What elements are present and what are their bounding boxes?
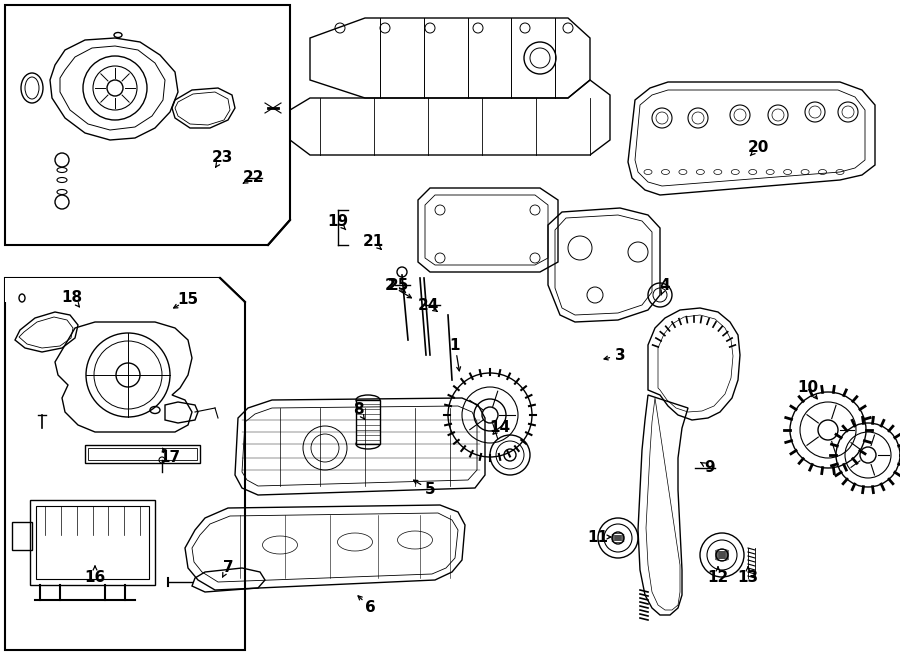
Text: 20: 20 (747, 141, 769, 155)
Text: 14: 14 (490, 420, 510, 436)
Text: 13: 13 (737, 570, 759, 586)
Text: 9: 9 (705, 461, 716, 475)
Text: 19: 19 (328, 215, 348, 229)
Text: 10: 10 (797, 381, 819, 395)
Text: 22: 22 (242, 171, 264, 186)
Text: 3: 3 (615, 348, 626, 362)
Text: 16: 16 (85, 570, 105, 586)
Text: 12: 12 (707, 570, 729, 586)
Text: 2: 2 (384, 278, 395, 293)
Text: 18: 18 (61, 290, 83, 305)
Text: 11: 11 (588, 529, 608, 545)
Polygon shape (5, 5, 290, 245)
Bar (356, 400, 380, 444)
Text: 1: 1 (450, 338, 460, 352)
Text: 24: 24 (418, 297, 438, 313)
Bar (85, 445, 200, 463)
Bar (12, 522, 32, 550)
Text: 23: 23 (212, 151, 233, 165)
Bar (88, 448, 197, 460)
Bar (30, 500, 155, 585)
Text: 6: 6 (364, 600, 375, 615)
Text: 25: 25 (387, 278, 409, 293)
Polygon shape (5, 278, 245, 302)
Text: 17: 17 (159, 451, 181, 465)
Text: 15: 15 (177, 293, 199, 307)
Text: 8: 8 (353, 403, 364, 418)
Bar (36, 506, 149, 579)
Text: 5: 5 (425, 483, 436, 498)
Text: 21: 21 (363, 235, 383, 249)
Text: 7: 7 (222, 559, 233, 574)
Text: 4: 4 (660, 278, 670, 293)
Polygon shape (5, 278, 245, 650)
